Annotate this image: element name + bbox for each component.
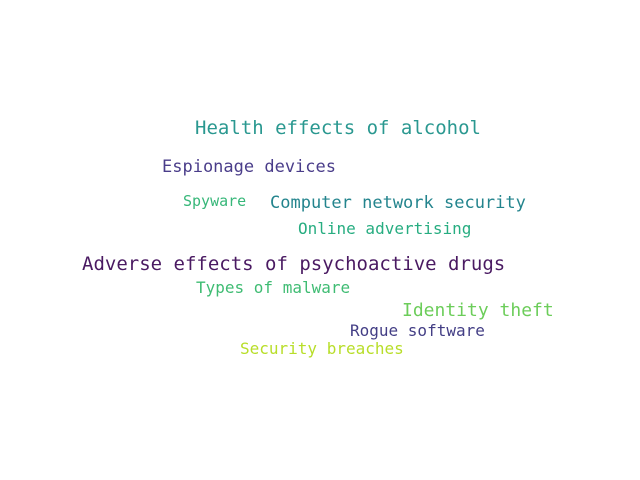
word-spyware: Spyware xyxy=(183,192,247,210)
word-health-effects-of-alcohol: Health effects of alcohol xyxy=(195,117,481,139)
word-identity-theft: Identity theft xyxy=(402,300,554,321)
word-online-advertising: Online advertising xyxy=(298,219,472,238)
word-security-breaches: Security breaches xyxy=(240,339,404,358)
word-rogue-software: Rogue software xyxy=(350,321,485,340)
word-espionage-devices: Espionage devices xyxy=(162,157,336,177)
word-adverse-effects-of-psychoactive-drugs: Adverse effects of psychoactive drugs xyxy=(82,253,506,275)
word-types-of-malware: Types of malware xyxy=(196,278,351,297)
word-computer-network-security: Computer network security xyxy=(270,193,526,213)
